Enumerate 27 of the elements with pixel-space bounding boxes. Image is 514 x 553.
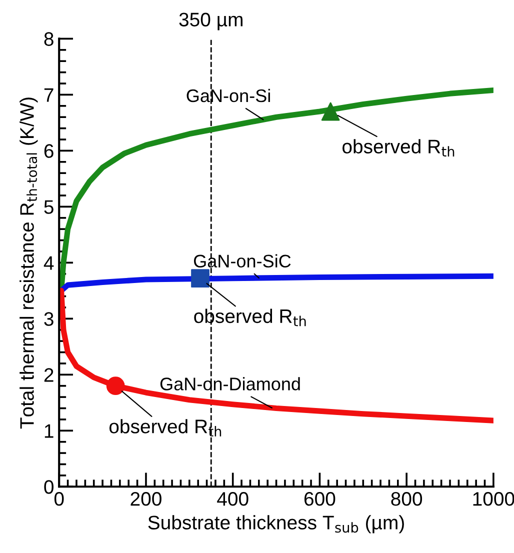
x-tick-label: 0 (54, 492, 64, 506)
y-tick-label: 6 (44, 144, 54, 158)
y-tick-label: 2 (44, 368, 54, 382)
x-tick-label: 600 (304, 492, 336, 506)
annotation: observed R$_{th}$ (342, 139, 454, 156)
series-label: GaN-on-SiC (194, 254, 291, 268)
y-tick-label: 5 (44, 200, 54, 214)
y-axis-title: Total thermal resistance R$_{th-total}$ (K/W) (20, 98, 38, 429)
y-tick-label: 3 (44, 312, 54, 326)
point (191, 269, 210, 288)
y-tick-label: 7 (44, 88, 54, 102)
x-tick-label: 200 (130, 492, 162, 506)
y-tick-label: 8 (44, 32, 54, 46)
series-label: GaN-on-Diamond (160, 377, 300, 390)
x-axis-title: Substrate thickness T$_{sub}$ (µm) (148, 515, 404, 534)
annotation: observed R$_{th}$ (109, 419, 222, 436)
ref-line-label: 350 µm (179, 12, 242, 30)
y-tick-label: 0 (44, 480, 54, 494)
annotation: observed R$_{th}$ (194, 308, 306, 326)
series-label: GaN-on-Si (186, 88, 270, 102)
y-tick-label: 4 (44, 256, 54, 270)
point (321, 102, 340, 121)
y-tick-label: 1 (44, 424, 54, 438)
x-tick-label: 800 (391, 492, 422, 506)
x-tick-label: 1000 (473, 492, 514, 506)
x-tick-label: 400 (217, 492, 248, 506)
point (106, 376, 125, 396)
